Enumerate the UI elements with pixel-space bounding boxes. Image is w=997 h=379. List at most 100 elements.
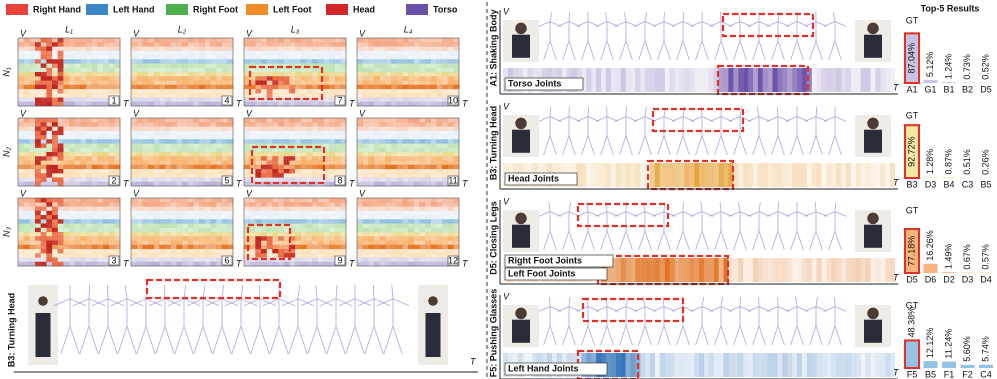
skeleton	[539, 107, 561, 155]
heat-cell	[114, 122, 120, 127]
heat-cell	[142, 245, 148, 250]
heat-cell	[18, 64, 24, 69]
heat-cell	[24, 249, 30, 254]
heat-cell	[301, 211, 307, 216]
heat-cell	[188, 47, 194, 52]
heat-cell	[92, 249, 98, 254]
strip-cell	[738, 68, 743, 92]
heat-cell	[97, 245, 103, 250]
heat-cell	[436, 59, 442, 64]
strip-cell	[851, 68, 856, 92]
heat-cell	[397, 198, 403, 203]
heat-cell	[357, 236, 363, 241]
column-label: L₂	[178, 24, 187, 34]
strip-cell	[714, 163, 719, 187]
axis-t: T	[236, 98, 243, 108]
heat-cell	[114, 139, 120, 144]
axis-v: V	[246, 108, 253, 118]
heat-cell	[114, 64, 120, 69]
heat-cell	[272, 211, 278, 216]
heat-cell	[414, 85, 420, 90]
heat-cell	[142, 207, 148, 212]
heat-cell	[29, 202, 35, 207]
heat-cell	[182, 72, 188, 77]
heat-cell	[58, 169, 64, 174]
strip-cell	[846, 68, 851, 92]
heat-cell	[41, 144, 47, 149]
heat-cell	[385, 148, 391, 153]
heat-cell	[295, 93, 301, 98]
heat-cell	[188, 98, 194, 103]
heat-cell	[408, 161, 414, 166]
heat-cell	[210, 72, 216, 77]
heat-cell	[46, 245, 52, 250]
axis-v: V	[359, 28, 366, 38]
heat-cell	[318, 59, 324, 64]
heat-cell	[402, 211, 408, 216]
heat-cell	[199, 245, 205, 250]
heat-cell	[148, 202, 154, 207]
heat-cell	[368, 72, 374, 77]
heat-cell	[142, 38, 148, 43]
heat-cell	[448, 148, 454, 153]
heat-cell	[58, 202, 64, 207]
heat-cell	[92, 232, 98, 237]
heat-cell	[24, 236, 30, 241]
strip-cell	[699, 353, 704, 377]
heat-cell	[52, 249, 58, 254]
strip-cell	[709, 353, 714, 377]
heat-cell	[301, 102, 307, 107]
heat-cell	[35, 241, 41, 246]
heat-cell	[442, 122, 448, 127]
heat-cell	[301, 249, 307, 254]
strip-cell	[880, 68, 885, 92]
heat-cell	[431, 89, 437, 94]
heat-cell	[148, 135, 154, 140]
heat-cell	[199, 64, 205, 69]
heat-cell	[18, 198, 24, 203]
heat-cell	[329, 42, 335, 47]
axis-v: V	[133, 188, 140, 198]
heat-cell	[97, 258, 103, 263]
heat-cell	[131, 232, 137, 237]
heat-cell	[323, 81, 329, 86]
heat-cell	[210, 98, 216, 103]
heat-cell	[69, 182, 75, 187]
heat-cell	[363, 262, 369, 267]
heat-cell	[154, 161, 160, 166]
heat-cell	[357, 178, 363, 183]
heat-cell	[97, 144, 103, 149]
heat-cell	[193, 98, 199, 103]
heat-cell	[278, 152, 284, 157]
heat-cell	[312, 249, 318, 254]
heat-cell	[35, 139, 41, 144]
heat-cell	[227, 169, 233, 174]
heat-cell	[289, 81, 295, 86]
heat-cell	[188, 122, 194, 127]
heat-cell	[431, 122, 437, 127]
heat-cell	[165, 76, 171, 81]
heat-cell	[419, 85, 425, 90]
heat-cell	[222, 47, 228, 52]
heat-cell	[312, 55, 318, 60]
heat-cell	[86, 68, 92, 73]
heat-cell	[222, 215, 228, 220]
heat-cell	[442, 148, 448, 153]
heat-cell	[374, 207, 380, 212]
heat-cell	[255, 72, 261, 77]
heat-cell	[278, 249, 284, 254]
heat-cell	[205, 178, 211, 183]
heat-cell	[193, 127, 199, 132]
heat-cell	[385, 81, 391, 86]
heat-cell	[261, 198, 267, 203]
heat-cell	[397, 211, 403, 216]
heat-cell	[63, 55, 69, 60]
heat-cell	[188, 245, 194, 250]
heat-cell	[137, 148, 143, 153]
heat-cell	[18, 139, 24, 144]
heat-cell	[431, 178, 437, 183]
heat-cell	[272, 102, 278, 107]
heat-cell	[442, 144, 448, 149]
heat-cell	[63, 228, 69, 233]
heat-cell	[335, 215, 341, 220]
